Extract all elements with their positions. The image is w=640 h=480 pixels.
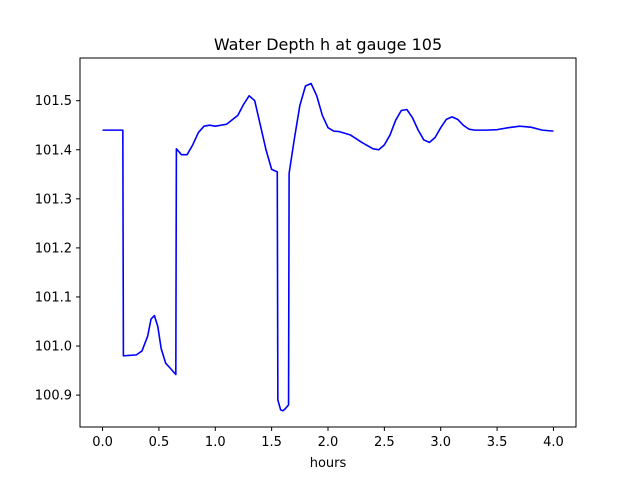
series-layer bbox=[102, 82, 554, 412]
y-axis-ticks: 100.9 101.0 101.1 101.2 101.3 101.4 101.5 bbox=[35, 94, 80, 404]
y-tick-label: 101.0 bbox=[35, 340, 72, 355]
x-tick-label: 3.0 bbox=[430, 435, 451, 450]
y-tick-label: 101.3 bbox=[35, 192, 72, 207]
x-axis-label: hours bbox=[310, 456, 347, 471]
y-tick-label: 100.9 bbox=[35, 389, 72, 404]
y-tick-label: 101.5 bbox=[35, 94, 72, 109]
series-line-0 bbox=[102, 82, 554, 412]
x-tick-label: 0.5 bbox=[149, 435, 170, 450]
x-tick-label: 3.5 bbox=[487, 435, 508, 450]
y-tick-label: 101.1 bbox=[35, 290, 72, 305]
x-tick-label: 2.5 bbox=[374, 435, 395, 450]
y-tick-label: 101.2 bbox=[35, 241, 72, 256]
x-axis-ticks: 0.0 0.5 1.0 1.5 2.0 2.5 3.0 3.5 4.0 bbox=[92, 427, 564, 450]
x-tick-label: 2.0 bbox=[318, 435, 339, 450]
chart-title: Water Depth h at gauge 105 bbox=[214, 35, 442, 54]
y-tick-label: 101.4 bbox=[35, 143, 72, 158]
x-tick-label: 1.5 bbox=[261, 435, 282, 450]
x-tick-label: 4.0 bbox=[543, 435, 564, 450]
x-tick-label: 1.0 bbox=[205, 435, 226, 450]
plot-frame bbox=[79, 57, 577, 428]
x-tick-label: 0.0 bbox=[92, 435, 113, 450]
